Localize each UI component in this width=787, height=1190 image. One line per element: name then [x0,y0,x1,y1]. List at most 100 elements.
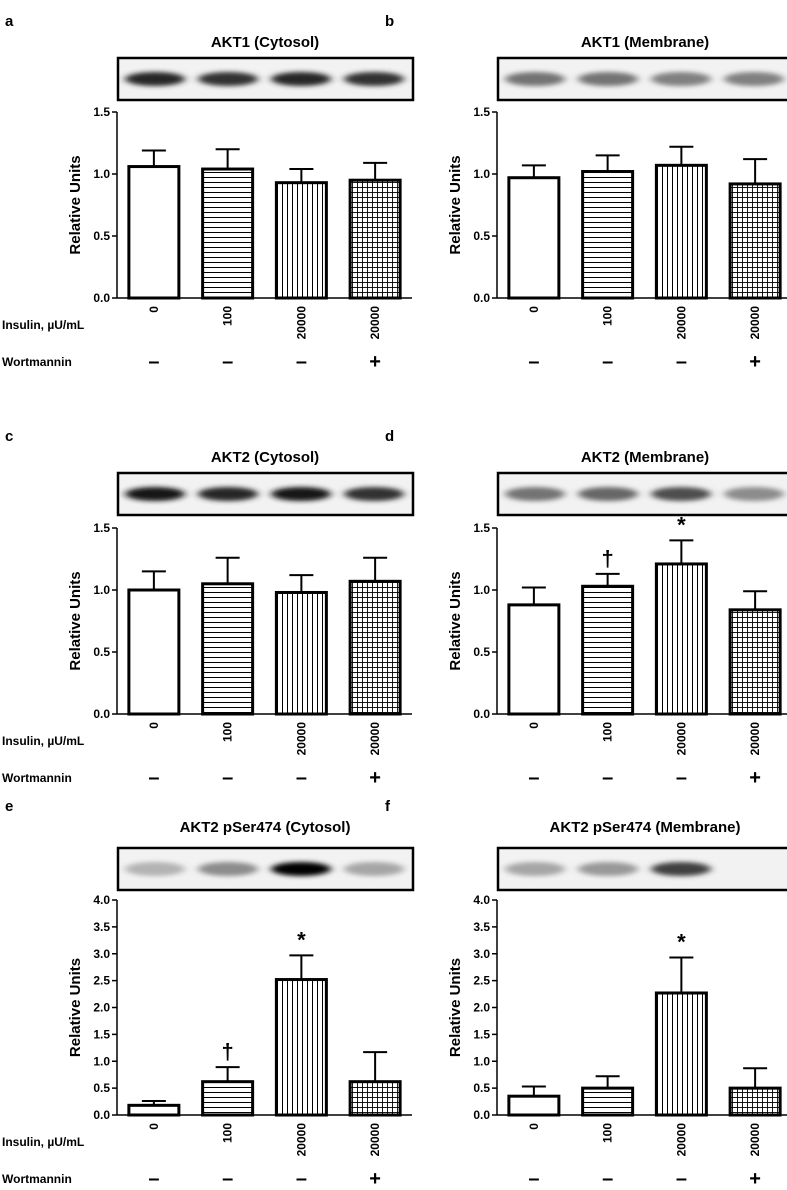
wortmannin-sign: + [369,767,381,789]
x-tick-label: 20000 [674,1123,688,1157]
wortmannin-sign: – [296,1168,307,1190]
wortmannin-sign: – [528,351,539,373]
y-tick-label: 0.0 [473,291,490,305]
blot-frame [496,56,787,102]
wortmannin-sign: + [749,767,761,789]
x-tick-label: 20000 [368,306,382,340]
wortmannin-sign: + [369,351,381,373]
bar [274,181,328,300]
blot-frame [116,846,415,892]
wortmannin-label: Wortmannin [2,771,72,785]
panel-letter: b [385,13,394,30]
y-axis-label: Relative Units [447,958,464,1057]
y-tick-label: 1.5 [93,521,110,535]
wortmannin-sign: – [676,351,687,373]
bar [581,584,635,716]
significance-mark: † [602,546,614,571]
y-tick-label: 3.5 [473,920,490,934]
wortmannin-sign: – [148,351,159,373]
blot-band [578,862,638,876]
blot-frame [496,846,787,892]
bar [728,608,782,716]
panel-title: AKT1 (Membrane) [581,34,709,51]
wortmannin-sign: – [602,1168,613,1190]
blot-band [125,487,185,501]
x-tick-label: 0 [147,1123,161,1130]
blot-band [271,72,331,86]
x-tick-label: 20000 [748,1123,762,1157]
blot-frame [116,471,415,517]
blot-band [724,487,784,501]
blot-band [198,72,258,86]
blot-band [651,487,711,501]
bar [581,170,635,300]
y-tick-label: 0.0 [473,1108,490,1122]
blot-band [505,72,565,86]
bar [274,590,328,716]
blot-band [505,862,565,876]
y-tick-label: 0.0 [93,707,110,721]
y-axis-label: Relative Units [447,571,464,670]
y-tick-label: 3.0 [473,947,490,961]
blot-band [724,72,784,86]
blot-band [125,862,185,876]
wortmannin-label: Wortmannin [2,355,72,369]
y-tick-label: 0.5 [93,645,110,659]
y-tick-label: 0.0 [473,707,490,721]
x-tick-label: 100 [601,1123,615,1143]
y-tick-label: 0.5 [473,1081,490,1095]
insulin-label: Insulin, µU/mL [2,1135,84,1149]
panel-letter: e [5,798,13,815]
bar [348,178,402,300]
blot-frame [116,56,415,102]
y-tick-label: 1.0 [473,583,490,597]
x-tick-label: 20000 [748,722,762,756]
wortmannin-sign: – [528,767,539,789]
x-tick-label: 0 [527,306,541,313]
bar [581,1086,635,1117]
bar [127,165,181,300]
x-tick-label: 100 [221,306,235,326]
wortmannin-sign: – [148,767,159,789]
y-tick-label: 1.5 [473,521,490,535]
panel-letter: f [385,798,391,815]
y-tick-label: 1.0 [93,1054,110,1068]
panel-title: AKT2 pSer474 (Cytosol) [180,819,351,836]
wortmannin-sign: – [528,1168,539,1190]
y-tick-label: 1.0 [93,167,110,181]
blot-band [125,72,185,86]
panel-letter: c [5,428,13,445]
blot-band [651,72,711,86]
y-tick-label: 2.5 [473,974,490,988]
x-tick-label: 100 [601,306,615,326]
wortmannin-label: Wortmannin [2,1172,72,1186]
bar [728,1086,782,1117]
panel-letter: a [5,13,14,30]
panel-title: AKT2 pSer474 (Membrane) [550,819,741,836]
bar [274,978,328,1117]
wortmannin-sign: – [148,1168,159,1190]
bar [654,163,708,300]
wortmannin-sign: – [602,351,613,373]
wortmannin-sign: – [602,767,613,789]
panel-letter: d [385,428,394,445]
insulin-label: Insulin, µU/mL [2,318,84,332]
y-tick-label: 2.0 [93,1001,110,1015]
bar [654,562,708,716]
wortmannin-sign: – [222,351,233,373]
blot-band [724,862,784,876]
y-axis-label: Relative Units [67,571,84,670]
y-tick-label: 0.5 [93,229,110,243]
wortmannin-sign: – [676,767,687,789]
x-tick-label: 100 [221,1123,235,1143]
x-tick-label: 20000 [294,1123,308,1157]
y-tick-label: 0.0 [93,291,110,305]
wortmannin-sign: – [676,1168,687,1190]
bar [507,603,561,716]
bar [507,1094,561,1117]
bar [201,1080,255,1117]
blot-band [344,487,404,501]
wortmannin-sign: – [296,767,307,789]
bar [654,991,708,1117]
bar [728,182,782,300]
